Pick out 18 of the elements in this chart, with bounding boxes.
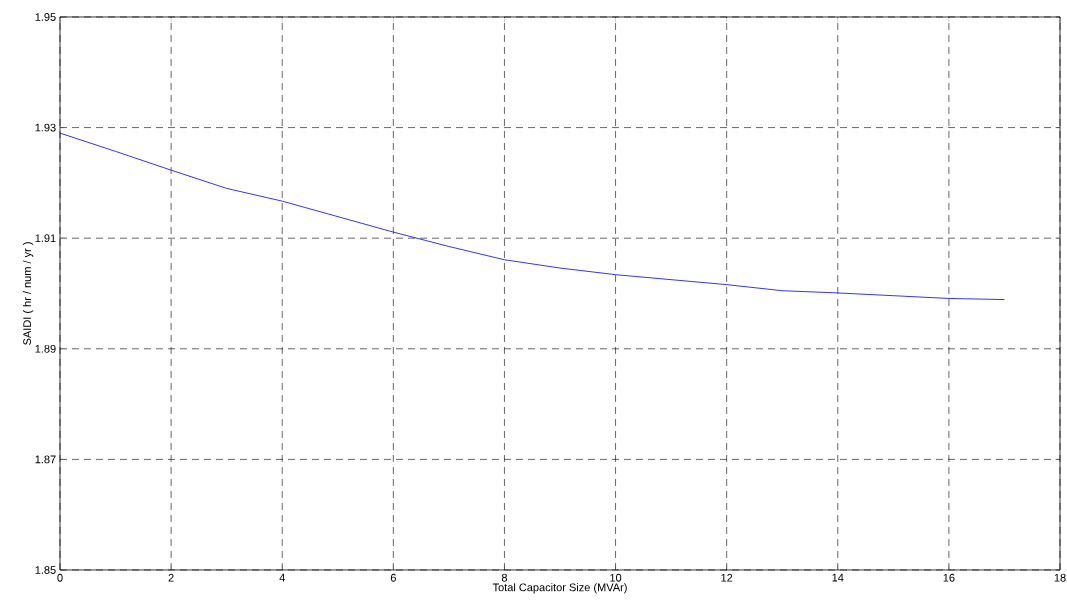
y-tick-label: 1.95 — [35, 13, 56, 21]
x-tick-label: 2 — [168, 573, 174, 582]
y-tick-label: 1.91 — [35, 234, 56, 243]
x-tick-label: 6 — [390, 573, 396, 582]
y-tick-label: 1.89 — [35, 344, 56, 353]
x-tick-label: 16 — [943, 573, 955, 582]
x-tick-label: 0 — [57, 573, 63, 582]
x-tick-label: 10 — [610, 573, 622, 582]
x-tick-label: 14 — [832, 573, 844, 582]
y-tick-label: 1.93 — [35, 123, 56, 132]
x-tick-label: 12 — [721, 573, 733, 582]
y-tick-label: 1.85 — [35, 566, 56, 574]
x-tick-label: 4 — [279, 573, 285, 582]
x-tick-label: 8 — [501, 573, 508, 582]
y-axis-title: SAIDI ( hr / num / yr ) — [22, 242, 34, 345]
y-tick-label: 1.87 — [35, 455, 56, 464]
x-tick-label: 18 — [1054, 573, 1066, 582]
x-axis-title: Total Capacitor Size (MVAr) — [492, 583, 627, 594]
